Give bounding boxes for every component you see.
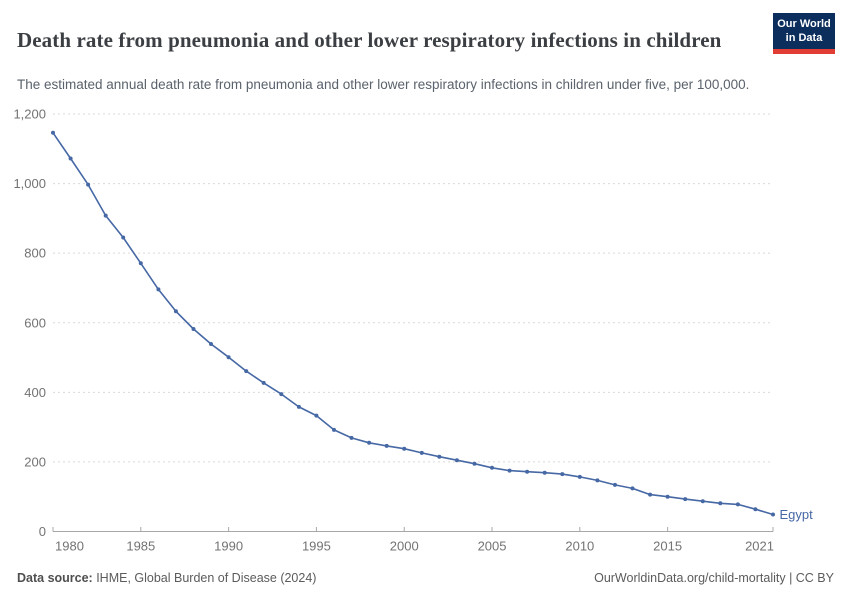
data-point[interactable] <box>226 355 231 360</box>
data-point[interactable] <box>613 482 617 487</box>
data-point[interactable] <box>648 492 653 497</box>
data-point[interactable] <box>244 369 249 374</box>
data-point[interactable] <box>384 443 389 448</box>
data-point[interactable] <box>332 427 336 432</box>
data-point[interactable] <box>419 450 424 455</box>
data-point[interactable] <box>595 478 600 483</box>
data-point[interactable] <box>68 156 73 161</box>
y-tick-label: 1,200 <box>13 107 46 122</box>
data-point[interactable] <box>296 404 301 409</box>
data-point[interactable] <box>718 501 723 506</box>
owid-logo-line2: in Data <box>785 31 823 44</box>
owid-logo[interactable]: Our World in Data <box>773 13 835 54</box>
data-point[interactable] <box>138 261 143 266</box>
data-source-label: Data source: <box>17 571 93 585</box>
x-tick-label: 2021 <box>745 539 774 554</box>
data-point[interactable] <box>86 182 91 187</box>
data-point[interactable] <box>51 130 55 135</box>
x-tick-label: 2005 <box>478 539 507 554</box>
data-point[interactable] <box>560 472 565 477</box>
data-point[interactable] <box>103 213 108 218</box>
data-point[interactable] <box>490 465 494 470</box>
data-point[interactable] <box>753 507 758 512</box>
data-point[interactable] <box>735 502 740 507</box>
data-point[interactable] <box>261 380 266 385</box>
y-tick-label: 400 <box>24 385 46 400</box>
y-tick-label: 1,000 <box>13 176 46 191</box>
data-point[interactable] <box>314 413 319 418</box>
owid-logo-line1: Our World <box>777 18 831 30</box>
line-chart[interactable]: 0 200 400 600 800 1,000 1,200 1980 1985 1990 1995 2… <box>0 100 850 560</box>
chart-footer: Data source: IHME, Global Burden of Dise… <box>17 570 834 586</box>
data-point[interactable] <box>437 454 442 459</box>
x-tick-label: 2000 <box>390 539 419 554</box>
data-point[interactable] <box>279 392 284 397</box>
x-tick-label: 2010 <box>565 539 594 554</box>
data-point[interactable] <box>367 440 372 445</box>
y-tick-label: 200 <box>24 454 46 469</box>
x-tick-label: 1990 <box>214 539 243 554</box>
data-point[interactable] <box>454 458 459 463</box>
y-tick-label: 0 <box>39 524 46 539</box>
data-point[interactable] <box>121 235 126 240</box>
x-tick-label: 1995 <box>302 539 331 554</box>
data-source: Data source: IHME, Global Burden of Dise… <box>17 570 316 586</box>
series-end-label[interactable]: Egypt <box>780 507 814 522</box>
data-point[interactable] <box>173 309 178 314</box>
credit-link[interactable]: OurWorldinData.org/child-mortality | CC … <box>594 571 834 585</box>
data-line[interactable] <box>52 132 774 516</box>
data-point[interactable] <box>630 486 635 491</box>
data-point[interactable] <box>542 470 547 475</box>
data-point[interactable] <box>402 446 407 451</box>
chart-subtitle: The estimated annual death rate from pne… <box>17 77 750 92</box>
data-point[interactable] <box>771 512 775 517</box>
data-point[interactable] <box>700 499 705 504</box>
data-point[interactable] <box>665 494 670 499</box>
x-tick-label: 1980 <box>55 539 84 554</box>
x-tick-label: 2015 <box>653 539 682 554</box>
data-point[interactable] <box>507 468 512 473</box>
data-point[interactable] <box>349 435 354 440</box>
x-tick-label: 1985 <box>126 539 155 554</box>
chart-title: Death rate from pneumonia and other lowe… <box>17 28 722 53</box>
data-point[interactable] <box>156 287 161 292</box>
data-source-value: IHME, Global Burden of Disease (2024) <box>92 571 317 585</box>
data-point[interactable] <box>683 497 688 502</box>
data-point[interactable] <box>525 469 530 474</box>
data-point[interactable] <box>472 461 477 466</box>
data-point[interactable] <box>577 474 582 479</box>
y-tick-label: 600 <box>24 315 46 330</box>
y-tick-label: 800 <box>24 246 46 261</box>
data-point[interactable] <box>209 342 213 346</box>
data-point[interactable] <box>191 327 196 331</box>
